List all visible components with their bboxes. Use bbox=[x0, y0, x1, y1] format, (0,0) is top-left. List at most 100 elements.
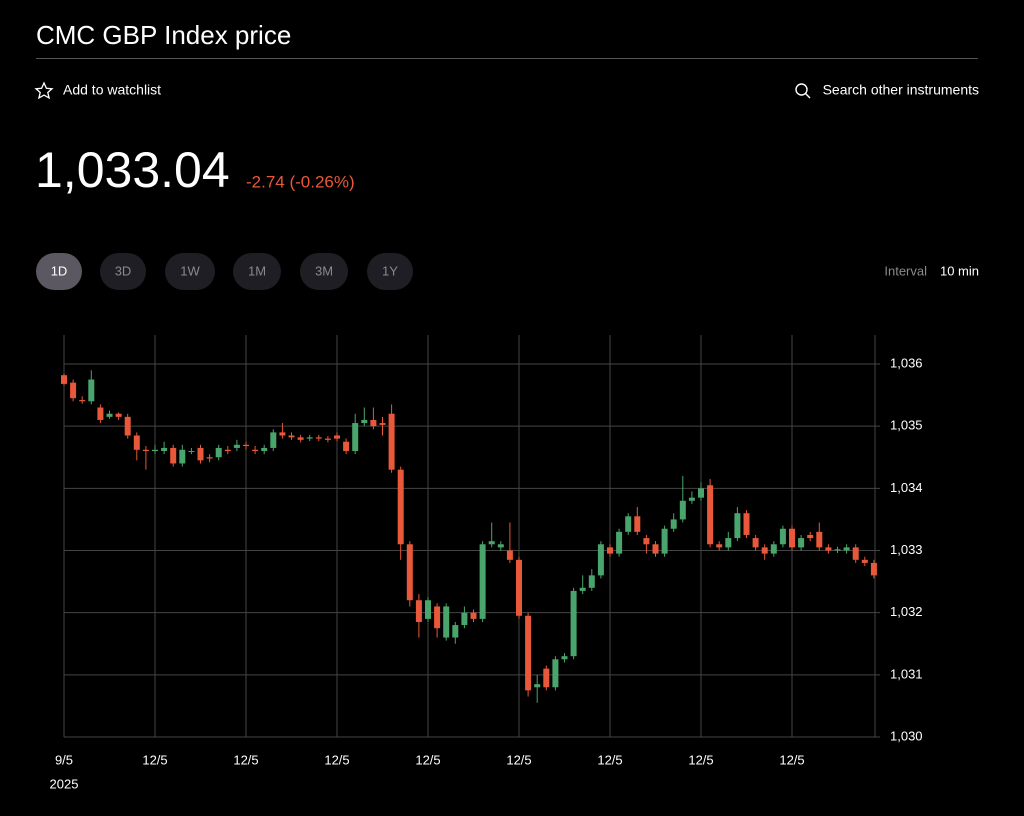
range-button[interactable] bbox=[36, 253, 82, 290]
candle-body bbox=[861, 559, 868, 563]
candle-body bbox=[725, 538, 732, 548]
year-label: 2025 bbox=[50, 776, 79, 791]
range-label: 3D bbox=[115, 263, 132, 278]
candle-body bbox=[315, 437, 322, 439]
range-button[interactable] bbox=[233, 253, 281, 290]
range-button[interactable] bbox=[367, 253, 413, 290]
candle-body bbox=[698, 488, 704, 498]
candle-body bbox=[652, 544, 659, 554]
range-label: 1W bbox=[180, 263, 200, 278]
candle-body bbox=[179, 449, 186, 464]
range-label: 1M bbox=[248, 263, 266, 278]
candle-body bbox=[497, 544, 504, 548]
x-tick-label: 12/5 bbox=[233, 752, 258, 767]
candle-body bbox=[397, 469, 404, 545]
candle-body bbox=[343, 441, 350, 452]
candle-body bbox=[297, 437, 304, 440]
range-button[interactable] bbox=[300, 253, 348, 290]
candle-body bbox=[779, 528, 786, 545]
candle-body bbox=[661, 528, 668, 554]
candle-body bbox=[133, 435, 140, 450]
candle-body bbox=[634, 516, 641, 532]
price-change: -2.74 (-0.26%) bbox=[246, 172, 355, 191]
y-tick-label: 1,033 bbox=[890, 542, 923, 557]
candle-body bbox=[152, 449, 158, 452]
candle-body bbox=[270, 432, 277, 448]
candle-body bbox=[324, 438, 331, 440]
candle-body bbox=[752, 538, 759, 548]
candle-body bbox=[142, 449, 149, 452]
candle-body bbox=[516, 559, 522, 616]
x-tick-label: 12/5 bbox=[324, 752, 349, 767]
candle-body bbox=[579, 587, 586, 591]
x-tick-label: 12/5 bbox=[415, 752, 440, 767]
watchlist-button[interactable]: Add to watchlist bbox=[34, 81, 161, 100]
x-tick-label: 12/5 bbox=[688, 752, 713, 767]
candle-body bbox=[170, 447, 177, 464]
candle-body bbox=[607, 547, 613, 554]
star-icon bbox=[34, 81, 54, 100]
candle-body bbox=[97, 407, 104, 420]
candle-body bbox=[543, 668, 550, 688]
range-label: 3M bbox=[315, 263, 333, 278]
search-icon-handle bbox=[805, 93, 811, 99]
candle-body bbox=[816, 531, 823, 548]
candle-body bbox=[825, 547, 832, 551]
candle-body bbox=[361, 419, 368, 424]
y-tick-label: 1,035 bbox=[890, 418, 923, 433]
candle-body bbox=[488, 541, 495, 545]
candle-body bbox=[588, 575, 595, 588]
candle-body bbox=[506, 550, 513, 560]
candle-body bbox=[425, 600, 431, 619]
range-label: 1D bbox=[51, 263, 68, 278]
candle-body bbox=[224, 449, 231, 452]
candle-body bbox=[470, 612, 477, 619]
candle-body bbox=[352, 423, 359, 452]
candle-body bbox=[233, 444, 240, 448]
x-tick-label: 12/5 bbox=[506, 752, 531, 767]
candle-body bbox=[807, 534, 814, 539]
candle-body bbox=[443, 606, 450, 638]
candle-body bbox=[379, 423, 386, 425]
watchlist-label: Add to watchlist bbox=[63, 82, 161, 98]
candle-body bbox=[552, 659, 559, 688]
candle-body bbox=[188, 451, 195, 453]
candle-body bbox=[570, 590, 577, 657]
range-button[interactable] bbox=[100, 253, 146, 290]
range-button[interactable] bbox=[165, 253, 215, 290]
candle-body bbox=[70, 382, 77, 399]
candle-body bbox=[306, 437, 313, 439]
candle-body bbox=[206, 457, 213, 459]
candle-body bbox=[106, 413, 113, 417]
candle-body bbox=[288, 435, 295, 438]
y-tick-label: 1,030 bbox=[890, 728, 923, 743]
candle-body bbox=[79, 400, 86, 402]
candle-body bbox=[415, 600, 422, 622]
candle-body bbox=[561, 656, 568, 660]
candle-body bbox=[334, 435, 340, 439]
candle-body bbox=[688, 497, 695, 501]
candle-body bbox=[452, 625, 459, 638]
candle-body bbox=[370, 419, 377, 427]
candle-body bbox=[261, 447, 268, 452]
candle-body bbox=[734, 513, 741, 539]
candle-body bbox=[406, 544, 413, 601]
candle-body bbox=[743, 513, 750, 535]
candle-body bbox=[643, 538, 650, 545]
candle-body bbox=[252, 449, 259, 452]
search-button[interactable]: Search other instruments bbox=[795, 82, 979, 99]
interval-value: 10 min bbox=[940, 263, 979, 278]
candle-body bbox=[625, 516, 632, 532]
candle-body bbox=[852, 547, 859, 560]
candle-body bbox=[770, 544, 777, 554]
x-tick-label: 12/5 bbox=[597, 752, 622, 767]
x-tick-label: 9/5 bbox=[55, 752, 73, 767]
candle-body bbox=[670, 519, 677, 529]
page-title: CMC GBP Index price bbox=[36, 20, 291, 50]
y-tick-label: 1,032 bbox=[890, 604, 923, 619]
candle-body bbox=[597, 544, 604, 576]
candle-body bbox=[525, 615, 532, 691]
x-tick-label: 12/5 bbox=[779, 752, 804, 767]
